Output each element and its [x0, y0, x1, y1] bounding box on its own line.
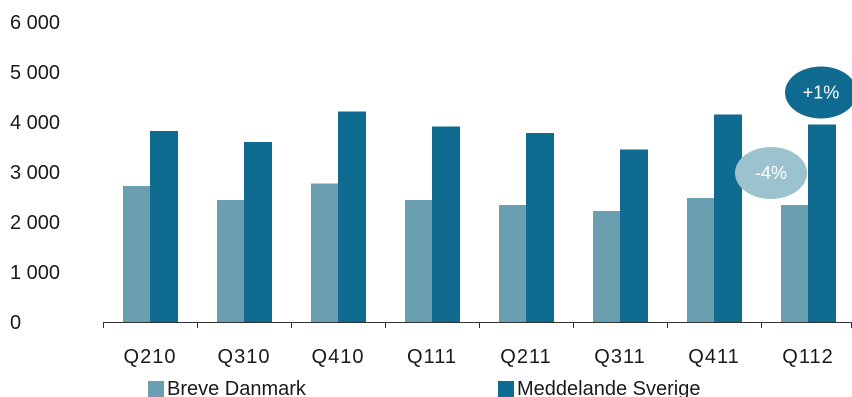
legend-swatch [498, 381, 514, 397]
annotation-bubble: +1% [785, 66, 852, 119]
annotation-ellipse [785, 66, 852, 119]
bar-breve-danmark-q211 [499, 205, 527, 322]
annotation-label: -4% [755, 163, 787, 183]
annotation-label: +1% [803, 83, 840, 103]
bar-meddelande-sverige-q210 [150, 131, 178, 322]
y-tick-label: 1 000 [10, 262, 60, 284]
annotation-ellipse [735, 147, 807, 199]
legend-swatch [148, 381, 164, 397]
bar-breve-danmark-q210 [123, 186, 151, 322]
x-tick-label: Q410 [312, 346, 365, 368]
bar-meddelande-sverige-q310 [244, 142, 272, 322]
x-tick-label: Q411 [688, 346, 739, 368]
y-tick-label: 5 000 [10, 62, 60, 84]
y-tick-label: 6 000 [10, 12, 60, 34]
annotation-bubble: -4% [735, 147, 807, 199]
y-axis-ticks: 0 1 000 2 000 3 000 4 000 5 000 6 000 [10, 12, 60, 334]
bar-breve-danmark-q410 [311, 183, 339, 322]
bar-breve-danmark-q111 [405, 200, 433, 322]
x-tick-label: Q310 [218, 346, 271, 368]
bar-meddelande-sverige-q411 [714, 114, 742, 322]
x-axis [103, 322, 852, 328]
y-tick-label: 4 000 [10, 112, 60, 134]
bar-meddelande-sverige-q112 [808, 124, 836, 322]
legend: Breve Danmark Meddelande Sverige [148, 378, 700, 397]
bar-breve-danmark-q311 [593, 211, 621, 322]
bar-breve-danmark-q112 [781, 205, 809, 322]
y-tick-label: 0 [10, 312, 21, 334]
legend-label: Meddelande Sverige [517, 378, 700, 397]
bar-meddelande-sverige-q111 [432, 126, 460, 322]
x-tick-label: Q210 [124, 346, 177, 368]
annotations: +1% -4% [735, 66, 852, 199]
y-tick-label: 3 000 [10, 162, 60, 184]
x-tick-label: Q211 [500, 346, 551, 368]
bars [123, 111, 836, 322]
bar-meddelande-sverige-q211 [526, 133, 554, 322]
legend-label: Breve Danmark [167, 378, 307, 397]
bar-breve-danmark-q411 [687, 198, 715, 322]
bar-meddelande-sverige-q410 [338, 111, 366, 322]
y-tick-label: 2 000 [10, 212, 60, 234]
x-axis-labels: Q210 Q310 Q410 Q111 Q211 Q311 Q411 Q112 [124, 346, 833, 368]
x-tick-label: Q112 [782, 346, 833, 368]
x-tick-label: Q111 [407, 346, 457, 368]
bar-breve-danmark-q310 [217, 200, 245, 322]
bar-meddelande-sverige-q311 [620, 149, 648, 322]
x-tick-label: Q311 [594, 346, 645, 368]
